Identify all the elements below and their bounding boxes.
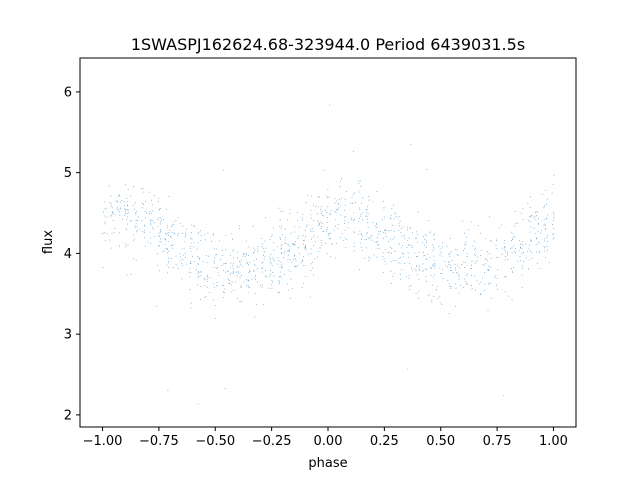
y-axis: 2 3 4 5 6 (64, 85, 80, 423)
x-axis: −1.00 −0.75 −0.50 −0.25 0.00 0.25 0.50 0.75 1.00 (83, 427, 568, 449)
x-tick-label: −0.75 (139, 434, 179, 449)
flux-data-points (102, 104, 555, 405)
y-axis-title: flux (41, 230, 56, 254)
data-points-layer (102, 104, 555, 405)
x-tick-label: 0.75 (483, 434, 512, 449)
y-tick-label: 6 (64, 85, 72, 100)
x-tick-label: −0.50 (195, 434, 235, 449)
chart-title: 1SWASPJ162624.68-323944.0 Period 6439031… (131, 35, 525, 54)
y-tick-label: 4 (64, 247, 72, 262)
x-tick-label: 1.00 (539, 434, 568, 449)
x-tick-label: −0.25 (252, 434, 292, 449)
y-tick-label: 3 (64, 328, 72, 343)
x-tick-label: −1.00 (83, 434, 123, 449)
x-tick-label: 0.25 (370, 434, 399, 449)
x-tick-label: 0.00 (314, 434, 343, 449)
y-tick-label: 5 (64, 166, 72, 181)
x-tick-label: 0.50 (426, 434, 455, 449)
x-axis-title: phase (308, 456, 347, 471)
y-tick-label: 2 (64, 408, 72, 423)
